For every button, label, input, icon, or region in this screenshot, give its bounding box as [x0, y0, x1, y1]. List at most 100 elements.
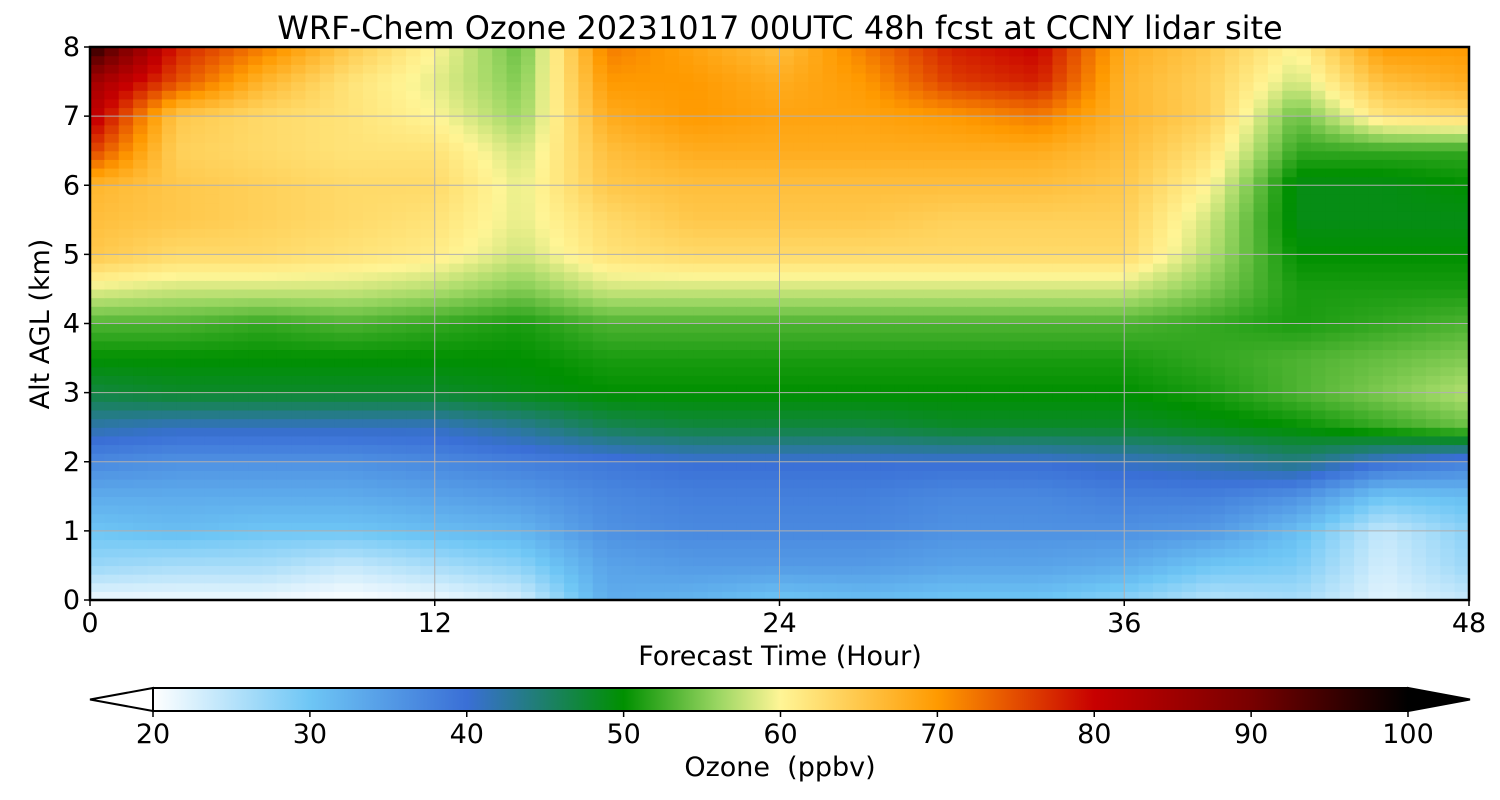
heatmap-cell — [248, 237, 263, 247]
heatmap-cell — [1411, 202, 1427, 212]
heatmap-cell — [1239, 280, 1255, 290]
heatmap-cell — [104, 167, 120, 178]
heatmap-cell — [1066, 556, 1082, 567]
heatmap-cell — [1196, 237, 1212, 247]
heatmap-cell — [90, 142, 105, 152]
heatmap-cell — [190, 176, 206, 186]
heatmap-cell — [1411, 522, 1427, 532]
heatmap-cell — [1440, 504, 1456, 515]
heatmap-cell — [678, 530, 694, 541]
heatmap-cell — [549, 496, 565, 506]
heatmap-cell — [880, 237, 896, 247]
heatmap-cell — [520, 211, 536, 221]
heatmap-cell — [635, 522, 651, 532]
heatmap-cell — [276, 358, 292, 368]
heatmap-cell — [276, 401, 292, 411]
heatmap-cell — [420, 323, 436, 333]
heatmap-cell — [463, 409, 479, 420]
heatmap-cell — [492, 453, 508, 463]
heatmap-cell — [1124, 435, 1140, 446]
heatmap-cell — [908, 314, 924, 325]
heatmap-cell — [449, 306, 465, 316]
heatmap-cell — [434, 539, 450, 549]
heatmap-cell — [1095, 280, 1111, 290]
heatmap-cell — [348, 375, 364, 385]
heatmap-cell — [276, 193, 292, 204]
heatmap-cell — [1411, 297, 1427, 307]
heatmap-cell — [219, 219, 235, 230]
heatmap-cell — [994, 358, 1010, 368]
heatmap-cell — [678, 487, 694, 497]
heatmap-cell — [1368, 548, 1384, 558]
heatmap-cell — [219, 513, 235, 523]
heatmap-cell — [865, 444, 881, 454]
heatmap-cell — [1138, 479, 1154, 489]
heatmap-cell — [908, 366, 924, 376]
heatmap-cell — [1339, 280, 1355, 290]
heatmap-cell — [1066, 392, 1082, 402]
heatmap-cell — [750, 435, 766, 446]
heatmap-cell — [1066, 574, 1082, 584]
heatmap-cell — [966, 280, 982, 290]
heatmap-cell — [190, 548, 206, 558]
heatmap-cell — [477, 548, 493, 558]
heatmap-cell — [880, 219, 896, 230]
heatmap-cell — [549, 280, 565, 290]
heatmap-cell — [1009, 314, 1025, 325]
heatmap-cell — [190, 159, 206, 169]
heatmap-cell — [621, 150, 637, 160]
heatmap-cell — [219, 479, 235, 489]
heatmap-cell — [1282, 591, 1298, 601]
heatmap-cell — [1124, 565, 1140, 575]
heatmap-cell — [449, 479, 465, 489]
heatmap-cell — [1196, 513, 1212, 523]
heatmap-cell — [1152, 176, 1168, 186]
heatmap-cell — [506, 591, 522, 601]
heatmap-cell — [1253, 522, 1269, 532]
heatmap-cell — [894, 479, 910, 489]
heatmap-cell — [1009, 176, 1025, 186]
heatmap-cell — [319, 418, 335, 428]
heatmap-cell — [635, 591, 651, 601]
heatmap-cell — [1038, 358, 1054, 368]
heatmap-cell — [233, 513, 249, 523]
heatmap-cell — [1066, 349, 1082, 359]
heatmap-cell — [607, 349, 623, 359]
heatmap-cell — [1368, 574, 1384, 584]
heatmap-cell — [822, 453, 838, 463]
heatmap-cell — [1210, 288, 1226, 299]
heatmap-cell — [104, 383, 120, 394]
heatmap-cell — [1411, 418, 1427, 428]
heatmap-cell — [520, 306, 536, 316]
heatmap-cell — [1411, 263, 1427, 273]
heatmap-cell — [276, 444, 292, 454]
heatmap-cell — [1152, 358, 1168, 368]
heatmap-cell — [348, 470, 364, 480]
heatmap-cell — [1124, 245, 1140, 255]
heatmap-cell — [1152, 167, 1168, 178]
heatmap-cell — [621, 556, 637, 567]
heatmap-cell — [1095, 409, 1111, 420]
heatmap-cell — [1282, 314, 1298, 325]
heatmap-cell — [291, 237, 307, 247]
heatmap-cell — [880, 193, 896, 204]
heatmap-cell — [865, 219, 881, 230]
heatmap-cell — [463, 487, 479, 497]
heatmap-cell — [951, 409, 967, 420]
heatmap-cell — [492, 496, 508, 506]
heatmap-cell — [463, 245, 479, 255]
heatmap-cell — [578, 314, 594, 325]
heatmap-cell — [564, 306, 579, 316]
heatmap-cell — [161, 418, 177, 428]
heatmap-cell — [1152, 288, 1168, 299]
heatmap-cell — [650, 219, 666, 230]
heatmap-cell — [607, 591, 623, 601]
heatmap-cell — [506, 288, 522, 299]
heatmap-cell — [836, 314, 852, 325]
heatmap-cell — [923, 306, 939, 316]
heatmap-cell — [908, 254, 924, 264]
heatmap-cell — [1095, 479, 1111, 489]
heatmap-cell — [1253, 487, 1269, 497]
heatmap-cell — [161, 237, 177, 247]
heatmap-cell — [1411, 280, 1427, 290]
